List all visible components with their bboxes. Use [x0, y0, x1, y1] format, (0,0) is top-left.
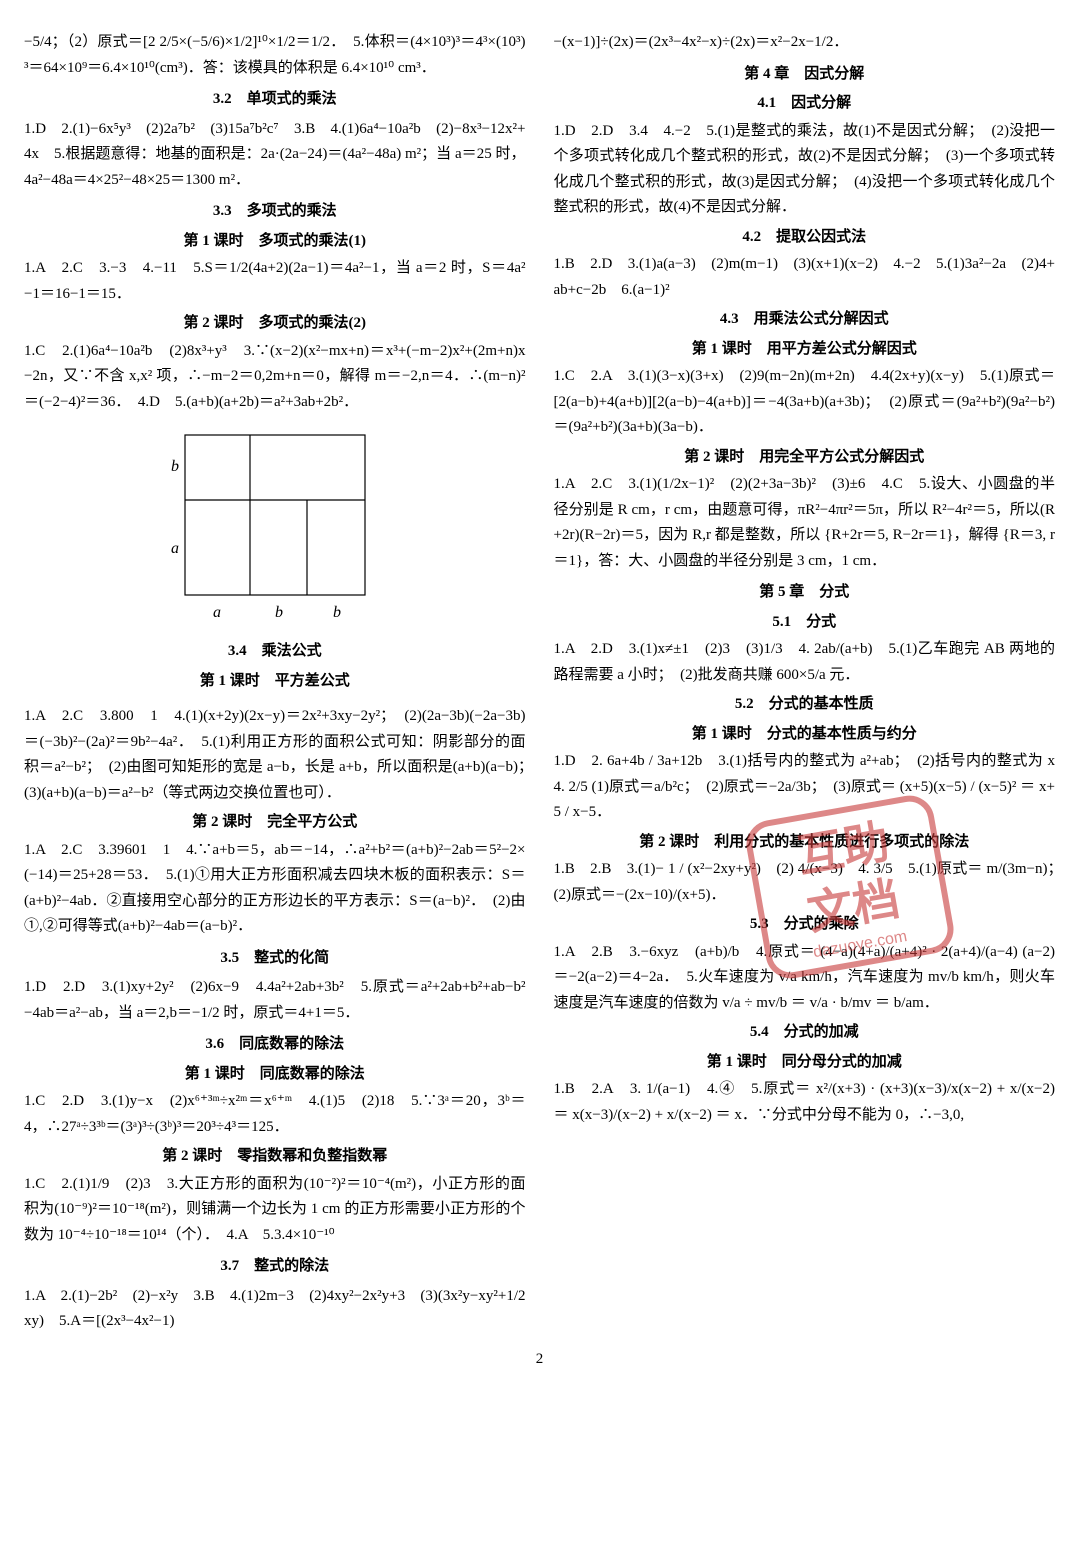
- title-5-4: 5.4 分式的加减: [554, 1020, 1056, 1046]
- p-4-3-1: 1.C 2.A 3.(1)(3−x)(3+x) (2)9(m−2n)(m+2n)…: [554, 364, 1056, 441]
- p-4-2: 1.B 2.D 3.(1)a(a−3) (2)m(m−1) (3)(x+1)(x…: [554, 252, 1056, 303]
- title-5-2: 5.2 分式的基本性质: [554, 692, 1056, 718]
- p-3-3-2: 1.C 2.(1)6a⁴−10a²b (2)8x³+y³ 3.∵(x−2)(x²…: [24, 339, 526, 416]
- columns: −5/4；（2）原式＝[2 2/5×(−5/6)×1/2]¹⁰×1/2＝1/2．…: [24, 30, 1055, 1335]
- fig-caption-1: 3.4 乘法公式: [145, 639, 405, 665]
- p-3-4-1: 1.A 2.C 3.800 1 4.(1)(x+2y)(2x−y)＝2x²+3x…: [24, 704, 526, 806]
- lesson-3-4-2: 第 2 课时 完全平方公式: [24, 810, 526, 836]
- title-5-1: 5.1 分式: [554, 610, 1056, 636]
- lesson-4-3-2: 第 2 课时 用完全平方公式分解因式: [554, 445, 1056, 471]
- lesson-3-6-2: 第 2 课时 零指数幂和负整指数幂: [24, 1144, 526, 1170]
- p-3-2: 1.D 2.(1)−6x⁵y³ (2)2a⁷b² (3)15a⁷b²c⁷ 3.B…: [24, 117, 526, 194]
- p-5-4-1: 1.B 2.A 3. 1/(a−1) 4.④ 5.原式＝ x²/(x+3) · …: [554, 1077, 1056, 1128]
- title-ch5: 第 5 章 分式: [554, 580, 1056, 606]
- fig-label-b-right: b: [333, 604, 341, 621]
- lesson-3-3-2: 第 2 课时 多项式的乘法(2): [24, 311, 526, 337]
- title-4-1: 4.1 因式分解: [554, 91, 1056, 117]
- p-3-5: 1.D 2.D 3.(1)xy+2y² (2)6x−9 4.4a²+2ab+3b…: [24, 975, 526, 1026]
- p-3-6-1: 1.C 2.D 3.(1)y−x (2)x⁶⁺³ᵐ÷x²ᵐ＝x⁶⁺ᵐ 4.(1)…: [24, 1089, 526, 1140]
- p-4-1: 1.D 2.D 3.4 4.−2 5.(1)是整式的乘法，故(1)不是因式分解；…: [554, 119, 1056, 221]
- title-3-7: 3.7 整式的除法: [24, 1254, 526, 1280]
- p-4-3-2: 1.A 2.C 3.(1)(1/2x−1)² (2)(2+3a−3b)² (3)…: [554, 472, 1056, 574]
- fig-caption-2: 第 1 课时 平方差公式: [145, 669, 405, 695]
- lesson-4-3-1: 第 1 课时 用平方差公式分解因式: [554, 337, 1056, 363]
- page-number: 2: [24, 1347, 1055, 1373]
- page: −5/4；（2）原式＝[2 2/5×(−5/6)×1/2]¹⁰×1/2＝1/2．…: [0, 0, 1079, 1564]
- fig-label-a-bottom: a: [213, 604, 221, 621]
- title-4-3: 4.3 用乘法公式分解因式: [554, 307, 1056, 333]
- left-column: −5/4；（2）原式＝[2 2/5×(−5/6)×1/2]¹⁰×1/2＝1/2．…: [24, 30, 526, 1335]
- p-3-7: 1.A 2.(1)−2b² (2)−x²y 3.B 4.(1)2m−3 (2)4…: [24, 1284, 526, 1335]
- right-column: −(x−1)]÷(2x)＝(2x³−4x²−x)÷(2x)＝x²−2x−1/2．…: [554, 30, 1056, 1335]
- title-3-6: 3.6 同底数幂的除法: [24, 1032, 526, 1058]
- title-5-3: 5.3 分式的乘除: [554, 912, 1056, 938]
- lesson-5-2-2: 第 2 课时 利用分式的基本性质进行多项式的除法: [554, 830, 1056, 856]
- p-3-6-2: 1.C 2.(1)1/9 (2)3 3.大正方形的面积为(10⁻²)²＝10⁻⁴…: [24, 1172, 526, 1249]
- lesson-5-4-1: 第 1 课时 同分母分式的加减: [554, 1050, 1056, 1076]
- fig-label-a-left: a: [171, 540, 179, 557]
- title-3-2: 3.2 单项式的乘法: [24, 87, 526, 113]
- p-5-3: 1.A 2.B 3.−6xyz (a+b)/b 4.原式＝ (4−a)(4+a)…: [554, 940, 1056, 1017]
- lesson-3-6-1: 第 1 课时 同底数幂的除法: [24, 1062, 526, 1088]
- lesson-3-3-1: 第 1 课时 多项式的乘法(1): [24, 229, 526, 255]
- lesson-5-2-1: 第 1 课时 分式的基本性质与约分: [554, 722, 1056, 748]
- p-5-2-1: 1.D 2. 6a+4b / 3a+12b 3.(1)括号内的整式为 a²+ab…: [554, 749, 1056, 826]
- figure-square-diagram: b a a b b 3.4 乘法公式 第 1 课时 平方差公式: [145, 425, 405, 694]
- title-ch4: 第 4 章 因式分解: [554, 62, 1056, 88]
- title-3-5: 3.5 整式的化简: [24, 946, 526, 972]
- right-p0: −(x−1)]÷(2x)＝(2x³−4x²−x)÷(2x)＝x²−2x−1/2．: [554, 30, 1056, 56]
- title-3-3: 3.3 多项式的乘法: [24, 199, 526, 225]
- fig-label-b-mid: b: [275, 604, 283, 621]
- title-4-2: 4.2 提取公因式法: [554, 225, 1056, 251]
- left-p0: −5/4；（2）原式＝[2 2/5×(−5/6)×1/2]¹⁰×1/2＝1/2．…: [24, 30, 526, 81]
- p-5-1: 1.A 2.D 3.(1)x≠±1 (2)3 (3)1/3 4. 2ab/(a+…: [554, 637, 1056, 688]
- fig-label-b-top: b: [171, 458, 179, 475]
- p-3-3-1: 1.A 2.C 3.−3 4.−11 5.S＝1/2(4a+2)(2a−1)＝4…: [24, 256, 526, 307]
- p-5-2-2: 1.B 2.B 3.(1)− 1 / (x²−2xy+y²) (2) 4/(x−…: [554, 857, 1056, 908]
- p-3-4-2: 1.A 2.C 3.39601 1 4.∵a+b＝5，ab＝−14，∴a²+b²…: [24, 838, 526, 940]
